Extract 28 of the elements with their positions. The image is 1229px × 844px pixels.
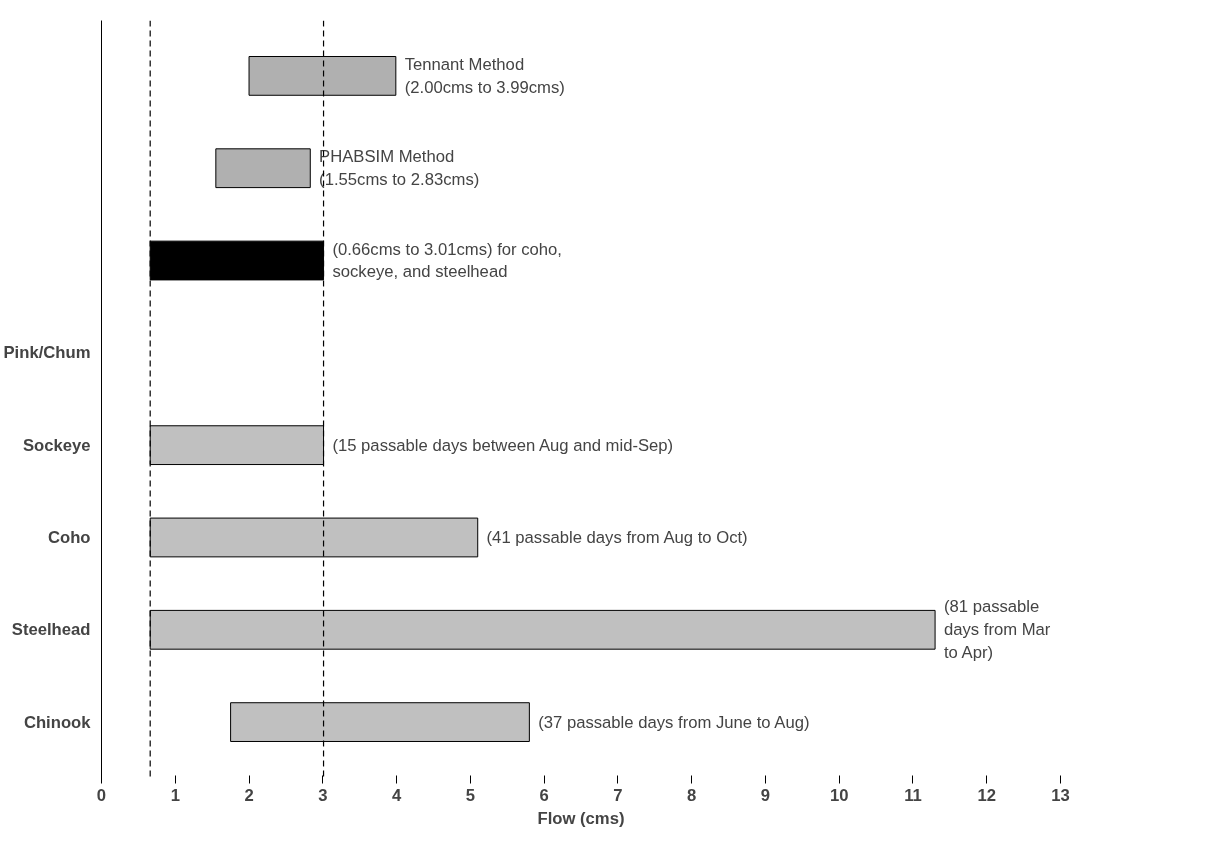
x-tick-label: 5 [465,785,475,805]
x-tick-label: 4 [391,785,402,805]
data-label: (81 passable days from Mar to Apr) [943,597,1051,663]
y-tick-label: Pink/Chum [3,343,91,363]
x-tick-label: 9 [760,785,771,805]
data-label: (15 passable days between Aug and mid-Sep) [332,435,674,455]
data-label: (37 passable days from June to Aug) [538,712,810,732]
x-tick-label: 8 [687,785,697,805]
data-label: (41 passable days from Aug to Oct) [486,527,748,547]
data-label: PHABSIM Method (1.55cms to 2.83cms) [319,147,480,190]
bar [215,148,311,189]
data-label: (0.66cms to 3.01cms) for coho, sockeye, and steelhead [332,239,562,282]
x-axis-title: Flow (cms) [537,808,625,828]
y-tick-label: Coho [47,527,91,547]
y-tick-label: Steelhead [11,620,91,640]
x-tick-label: 13 [1051,785,1070,805]
x-tick-label: 11 [904,785,922,805]
x-tick-label: 2 [244,785,254,805]
x-tick-label: 3 [318,785,328,805]
x-tick-label: 7 [613,785,623,805]
x-tick-label: 0 [96,785,107,805]
y-tick-label: Sockeye [22,435,91,455]
y-tick-label: Chinook [23,712,92,732]
x-tick-label: 1 [170,785,180,805]
x-tick-label: 6 [539,785,549,805]
x-tick-label: 12 [977,785,996,805]
x-tick-label: 10 [829,785,849,805]
data-label: Tennant Method (2.00cms to 3.99cms) [404,54,565,97]
